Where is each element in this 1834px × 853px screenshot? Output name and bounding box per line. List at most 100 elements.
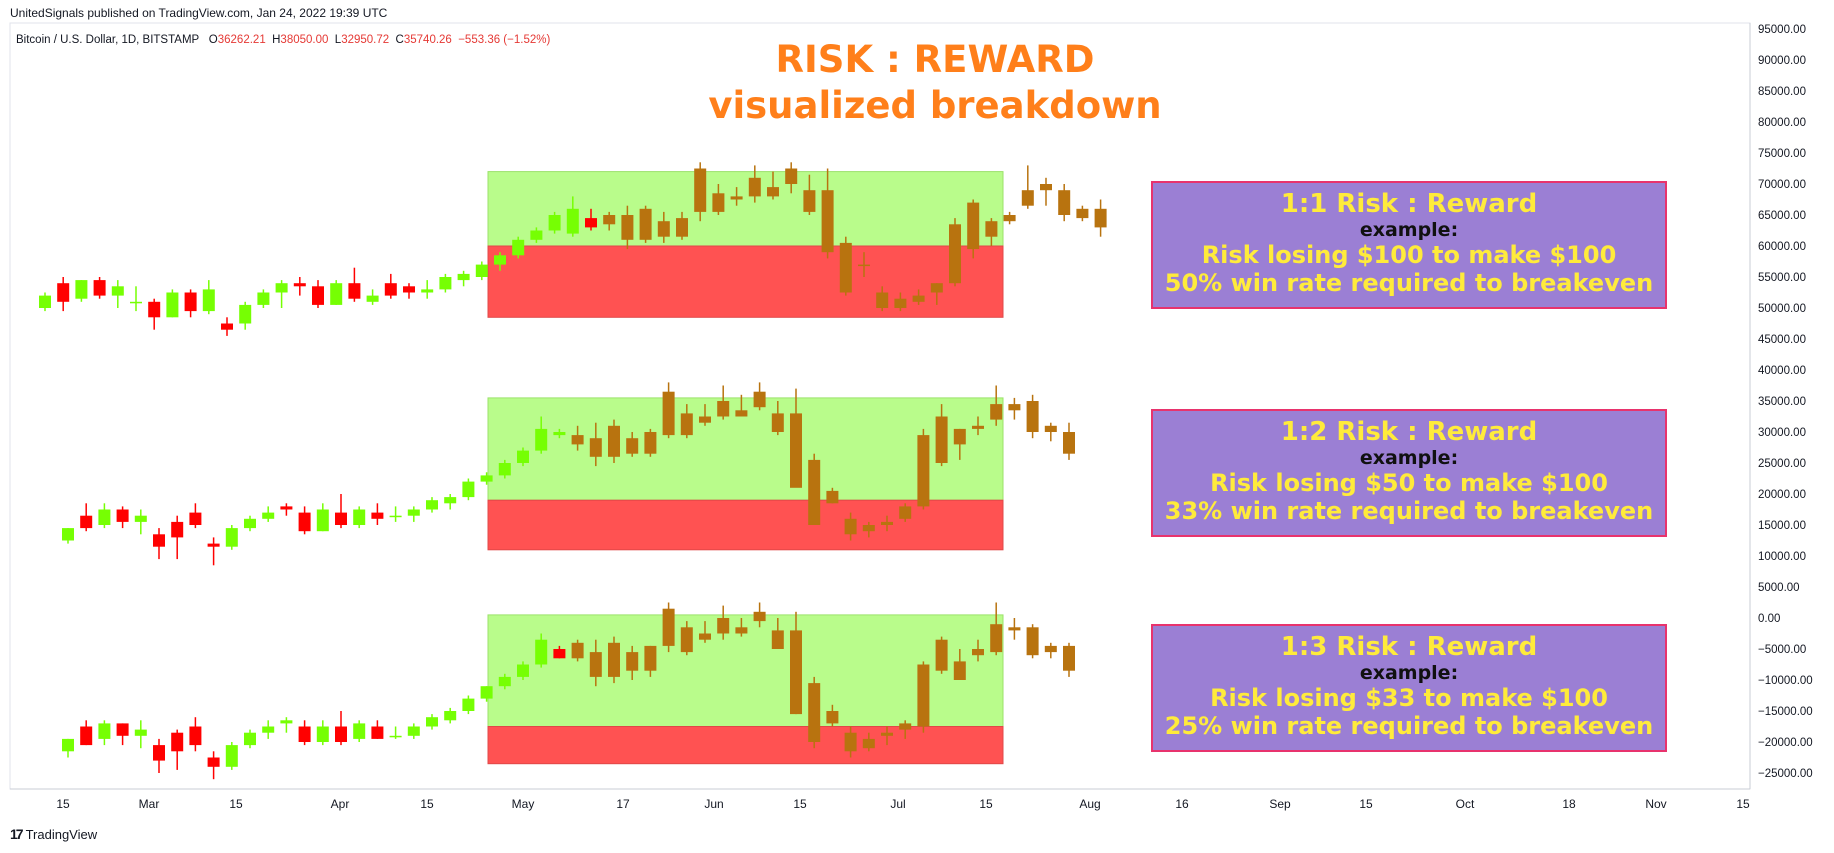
candle xyxy=(407,723,420,739)
candle-body xyxy=(148,301,161,318)
candle-body xyxy=(257,292,270,305)
low-label: L xyxy=(334,34,342,46)
candle-body xyxy=(935,416,948,463)
projected-candle xyxy=(699,404,711,426)
candle-body xyxy=(239,304,252,324)
candle-body xyxy=(803,190,816,212)
x-tick-label: 15 xyxy=(979,797,993,811)
candle-body xyxy=(1058,190,1071,215)
candle xyxy=(553,428,566,439)
candle-body xyxy=(480,475,493,482)
candle xyxy=(462,478,475,501)
candle-body xyxy=(275,283,288,293)
candle-body xyxy=(298,726,311,742)
projected-candle xyxy=(826,487,839,504)
candle-body xyxy=(225,745,238,767)
projected-candle xyxy=(1008,397,1021,420)
candle-body xyxy=(553,432,566,436)
candle xyxy=(262,506,275,522)
candle xyxy=(153,738,165,773)
candle-body xyxy=(221,323,233,330)
candle-body xyxy=(626,438,639,454)
candle-body xyxy=(389,515,402,518)
candle xyxy=(426,497,438,513)
reward-zone-1 xyxy=(487,171,1004,247)
candle-body xyxy=(57,283,70,302)
y-tick-label: 50000.00 xyxy=(1758,303,1806,315)
y-tick-label: −25000.00 xyxy=(1758,768,1813,780)
y-tick-label: 35000.00 xyxy=(1758,396,1806,408)
candle-body xyxy=(571,642,584,659)
candle xyxy=(480,686,493,702)
candle-body xyxy=(207,757,220,767)
projected-candle xyxy=(767,171,779,200)
candle-body xyxy=(535,428,548,451)
rr-box-line-2: 33% win rate required to breakeven xyxy=(1164,497,1654,525)
projected-candle xyxy=(589,639,602,687)
projected-candle xyxy=(899,720,912,739)
candle-body xyxy=(134,515,147,522)
candle-body xyxy=(444,497,457,504)
candle-body xyxy=(130,301,142,304)
candle xyxy=(553,645,566,659)
projected-candle xyxy=(930,283,943,305)
candle-body xyxy=(699,633,711,640)
candle-body xyxy=(1044,425,1057,432)
projected-candle xyxy=(826,704,839,727)
rr-box-line-2: 50% win rate required to breakeven xyxy=(1164,269,1654,297)
projected-candle xyxy=(1044,422,1057,442)
candle-body xyxy=(153,534,165,547)
candle-body xyxy=(39,295,51,308)
candle-body xyxy=(439,277,452,290)
candle xyxy=(535,633,548,668)
projected-candle xyxy=(844,512,857,541)
projected-candle xyxy=(1063,422,1075,460)
candle xyxy=(498,459,511,479)
candle xyxy=(280,717,293,733)
x-tick-label: 15 xyxy=(1359,797,1373,811)
x-tick-label: Sep xyxy=(1269,797,1291,811)
projected-candle xyxy=(717,605,730,640)
candle-body xyxy=(717,618,730,634)
risk-zone-2 xyxy=(487,499,1004,551)
candle-body xyxy=(494,255,506,265)
candle-body xyxy=(753,391,766,408)
projected-candle xyxy=(639,205,652,243)
candle xyxy=(517,447,529,467)
candle xyxy=(384,273,397,299)
candle-body xyxy=(899,723,912,730)
candle xyxy=(280,503,293,516)
candle xyxy=(275,280,288,308)
candle xyxy=(480,472,493,485)
candle-body xyxy=(694,168,707,212)
candle-body xyxy=(1003,215,1016,222)
candle-body xyxy=(244,732,256,746)
candle-body xyxy=(517,450,529,463)
projected-candle xyxy=(790,611,802,715)
candle-body xyxy=(244,518,256,529)
candle-body xyxy=(384,283,397,296)
projected-candle xyxy=(748,165,761,203)
projected-candle xyxy=(1058,184,1071,222)
candle xyxy=(134,509,147,535)
high-value: 38050.00 xyxy=(280,34,329,46)
candle xyxy=(330,280,343,305)
projected-candle xyxy=(680,621,693,656)
projected-candle xyxy=(912,289,925,305)
projected-candle xyxy=(621,205,634,250)
candle xyxy=(389,726,402,739)
candle-body xyxy=(662,608,675,646)
candle-body xyxy=(771,413,784,432)
candle-body xyxy=(153,745,165,761)
tradingview-footer[interactable]: 17 TradingView xyxy=(10,826,97,842)
candle-body xyxy=(480,686,493,699)
projected-candle xyxy=(821,168,834,259)
projected-candle xyxy=(1021,165,1034,209)
candle-body xyxy=(808,683,821,742)
projected-candle xyxy=(1094,199,1107,237)
projected-candle xyxy=(894,292,907,312)
projected-candle xyxy=(935,636,948,674)
candle xyxy=(498,673,511,690)
projected-candle xyxy=(644,428,657,457)
